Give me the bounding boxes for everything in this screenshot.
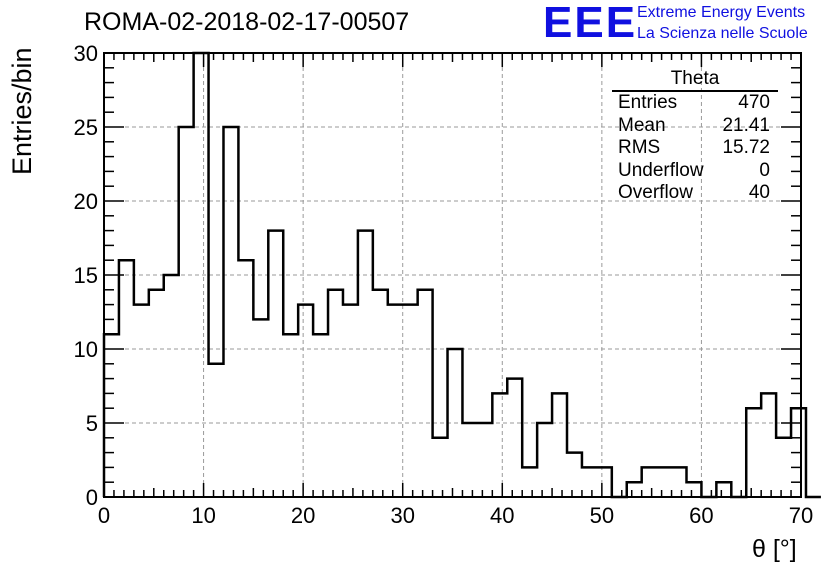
y-tick-label: 10 (74, 337, 98, 362)
y-tick-label: 15 (74, 263, 98, 288)
stats-value: 15.72 (722, 137, 770, 158)
grid-lines (104, 53, 801, 497)
x-tick-label: 40 (490, 503, 514, 528)
stats-box: Theta Entries 470 Mean 21.41 RMS 15.72 U… (610, 68, 778, 205)
histogram-step-line (102, 51, 821, 499)
stats-label: Mean (618, 114, 666, 136)
stats-label: Underflow (618, 159, 704, 181)
y-tick-label: 5 (86, 411, 98, 436)
x-tick-label: 0 (98, 503, 110, 528)
y-tick-label: 20 (74, 189, 98, 214)
logo-subtitle-line2: La Scienza nelle Scuole (637, 25, 808, 42)
x-axis-label: θ [°] (752, 535, 797, 563)
chart-title: ROMA-02-2018-02-17-00507 (84, 8, 410, 36)
stats-row-overflow: Overflow 40 (610, 182, 778, 205)
y-tick-label: 25 (74, 115, 98, 140)
stats-row-underflow: Underflow 0 (610, 160, 778, 183)
x-tick-label: 50 (590, 503, 614, 528)
stats-row-mean: Mean 21.41 (610, 115, 778, 138)
x-tick-label: 70 (789, 503, 813, 528)
eee-logo: EEE (543, 0, 638, 47)
y-tick-label: 30 (74, 41, 98, 66)
stats-label: Overflow (618, 182, 693, 203)
axis-ticks (103, 52, 802, 498)
stats-value: 470 (738, 92, 770, 113)
x-tick-label: 60 (689, 503, 713, 528)
stats-value: 40 (748, 182, 770, 203)
x-tick-label: 20 (291, 503, 315, 528)
y-axis-label: Entries/bin (7, 47, 37, 175)
y-tick-label: 0 (86, 485, 98, 510)
x-tick-label: 30 (390, 503, 414, 528)
stats-label: Entries (618, 92, 678, 113)
stats-value: 21.41 (722, 114, 770, 136)
stats-row-rms: RMS 15.72 (610, 137, 778, 160)
stats-label: RMS (618, 137, 661, 158)
stats-row-entries: Entries 470 (610, 92, 778, 115)
x-tick-label: 10 (191, 503, 215, 528)
logo-subtitle-line1: Extreme Energy Events (637, 4, 806, 21)
stats-value: 0 (759, 159, 770, 181)
tick-labels: 0 10 20 30 40 50 60 70 0 5 10 15 20 25 30 (74, 41, 814, 528)
stats-title: Theta (612, 68, 778, 92)
